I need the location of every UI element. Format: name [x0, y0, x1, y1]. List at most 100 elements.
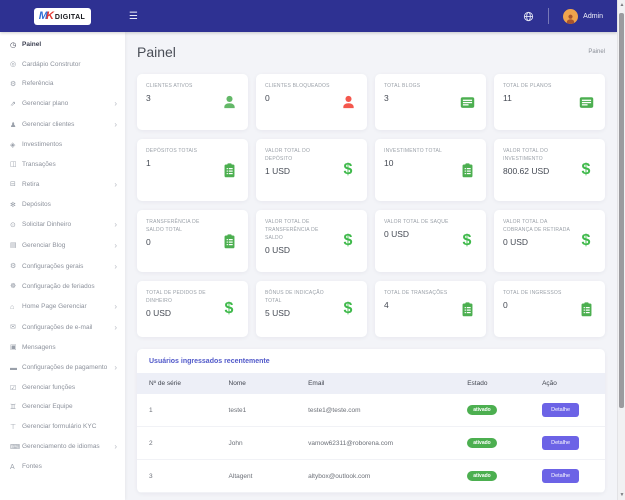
sidebar-item[interactable]: ♟ Gerenciar clientes ›: [0, 115, 125, 136]
table-title: Usuários ingressados recentemente: [149, 358, 270, 365]
sidebar-item-label: Painel: [22, 41, 42, 49]
user-icon: ♟: [10, 121, 17, 129]
page-scrollbar[interactable]: ▲ ▼: [617, 0, 625, 500]
stat-value: 1 USD: [265, 166, 291, 176]
dollar-icon: $: [462, 232, 472, 249]
stat-text: CLIENTES ATIVOS 3: [146, 82, 219, 122]
sidebar-item[interactable]: ◫ Transações: [0, 155, 125, 174]
sidebar-item-label: Cardápio Construtor: [22, 60, 81, 68]
language-globe-icon[interactable]: [523, 11, 534, 22]
sidebar-item[interactable]: ◷ Painel: [0, 36, 125, 55]
breadcrumb[interactable]: Painel: [588, 49, 605, 55]
user-name[interactable]: Admin: [583, 12, 603, 20]
sidebar-item[interactable]: ▬ Configurações de pagamento ›: [0, 358, 125, 379]
chart-icon: ◫: [10, 161, 17, 169]
stat-label: VALOR TOTAL DE SAQUE: [384, 219, 449, 225]
sidebar-item[interactable]: ☑ Gerenciar funções: [0, 379, 125, 398]
stat-label: BÔNUS DE INDICAÇÃO TOTAL: [265, 290, 324, 304]
sidebar-item[interactable]: ⚙ Configurações gerais ›: [0, 257, 125, 278]
logo-text: DIGITAL: [54, 13, 86, 21]
stat-icon-holder: $: [338, 218, 358, 264]
sidebar-item[interactable]: ⌨ Gerenciamento de idiomas ›: [0, 437, 125, 458]
user-icon: [221, 94, 238, 111]
email-cell: vamow62311@roborena.com: [296, 426, 456, 460]
sidebar-item-label: Mensagens: [22, 343, 56, 351]
clipboard-icon: [459, 301, 476, 318]
stat-value: 3: [384, 93, 389, 103]
stat-value: 0: [265, 93, 270, 103]
languages-icon: ⌨: [10, 443, 21, 451]
col-email: Email: [296, 373, 456, 394]
sidebar-item-label: Referência: [22, 80, 54, 88]
stat-value: 0: [146, 237, 151, 247]
sidebar-item[interactable]: ✉ Configurações de e-mail ›: [0, 318, 125, 339]
stat-label: INVESTIMENTO TOTAL: [384, 148, 442, 154]
stat-text: DEPÓSITOS TOTAIS 1: [146, 147, 219, 193]
stat-text: BÔNUS DE INDICAÇÃO TOTAL 5 USD: [265, 289, 338, 329]
sidebar-item[interactable]: ▣ Mensagens: [0, 338, 125, 357]
col-serial: Nº de série: [137, 373, 217, 394]
stat-icon-holder: [219, 82, 239, 122]
sidebar-item[interactable]: ⊤ Gerenciar formulário KYC: [0, 418, 125, 437]
detail-button[interactable]: Detalhe: [542, 469, 580, 483]
stat-card: VALOR TOTAL DE SAQUE 0 USD $: [375, 210, 486, 272]
stat-icon-holder: [219, 147, 239, 193]
sidebar-item[interactable]: ◈ Investimentos: [0, 136, 125, 155]
stat-text: TOTAL DE PLANOS 11: [503, 82, 576, 122]
chevron-right-icon: ›: [114, 301, 117, 311]
dollar-icon: $: [581, 161, 591, 178]
sidebar-item-label: Gerenciamento de idiomas: [22, 443, 100, 450]
sidebar-item[interactable]: ▤ Gerenciar Blog ›: [0, 236, 125, 257]
stat-text: INVESTIMENTO TOTAL 10: [384, 147, 457, 193]
sidebar-item[interactable]: ♊ Gerenciar Equipe: [0, 398, 125, 417]
stat-icon-holder: [457, 289, 477, 329]
dollar-icon: $: [581, 232, 591, 249]
scrollbar-up-icon[interactable]: ▲: [619, 2, 625, 8]
sidebar-item[interactable]: ✻ Depósitos: [0, 196, 125, 215]
stat-label: TRANSFERÊNCIA DE SALDO TOTAL: [146, 219, 200, 233]
stat-card: DEPÓSITOS TOTAIS 1: [137, 139, 248, 201]
scrollbar-down-icon[interactable]: ▼: [619, 492, 625, 498]
stat-value: 0 USD: [503, 237, 529, 247]
stat-card: BÔNUS DE INDICAÇÃO TOTAL 5 USD $: [256, 281, 367, 337]
sidebar-item[interactable]: ⊙ Solicitar Dinheiro ›: [0, 215, 125, 236]
stat-label: VALOR TOTAL DO DEPÓSITO: [265, 148, 311, 162]
stat-label: TOTAL DE INGRESSOS: [503, 290, 562, 296]
fonts-icon: A: [10, 463, 15, 471]
stat-text: CLIENTES BLOQUEADOS 0: [265, 82, 338, 122]
blog-icon: ▤: [10, 242, 17, 250]
clipboard-icon: [578, 301, 595, 318]
stat-text: TRANSFERÊNCIA DE SALDO TOTAL 0: [146, 218, 219, 264]
stat-icon-holder: $: [219, 289, 239, 329]
clipboard-icon: [221, 233, 238, 250]
scrollbar-thumb[interactable]: [619, 13, 624, 408]
top-header: M K DIGITAL ☰ Admin: [0, 0, 617, 32]
sidebar-item[interactable]: ⚙ Referência: [0, 75, 125, 94]
logo[interactable]: M K DIGITAL: [0, 7, 125, 25]
stat-label: TOTAL BLOGS: [384, 83, 421, 89]
detail-button[interactable]: Detalhe: [542, 403, 580, 417]
header-divider: [548, 8, 550, 24]
stat-label: CLIENTES BLOQUEADOS: [265, 83, 330, 89]
sidebar-item-label: Gerenciar formulário KYC: [22, 422, 97, 430]
sidebar-item[interactable]: ⌂ Home Page Gerenciar ›: [0, 297, 125, 318]
detail-button[interactable]: Detalhe: [542, 436, 580, 450]
stat-icon-holder: [219, 218, 239, 264]
deposit-icon: ✻: [10, 201, 16, 209]
sidebar-item-label: Transações: [22, 160, 56, 168]
stat-icon-holder: [338, 82, 358, 122]
stat-icon-holder: $: [338, 289, 358, 329]
stat-card: TOTAL DE TRANSAÇÕES 4: [375, 281, 486, 337]
sidebar-item[interactable]: A Fontes: [0, 458, 125, 477]
sidebar-item[interactable]: ◎ Cardápio Construtor: [0, 55, 125, 74]
menu-toggle-icon[interactable]: ☰: [129, 10, 138, 22]
sidebar-item-label: Gerenciar clientes: [22, 121, 75, 129]
sidebar: ◷ Painel ◎ Cardápio Construtor ⚙ Referên…: [0, 32, 125, 500]
team-icon: ♊: [10, 404, 17, 412]
sidebar-item[interactable]: ☸ Configuração de feriados: [0, 277, 125, 296]
stat-card: CLIENTES BLOQUEADOS 0: [256, 74, 367, 130]
avatar[interactable]: [563, 8, 579, 24]
sidebar-item[interactable]: ⊟ Retira ›: [0, 175, 125, 196]
stat-value: 0 USD: [146, 308, 172, 318]
sidebar-item[interactable]: ⇗ Gerenciar plano ›: [0, 94, 125, 115]
